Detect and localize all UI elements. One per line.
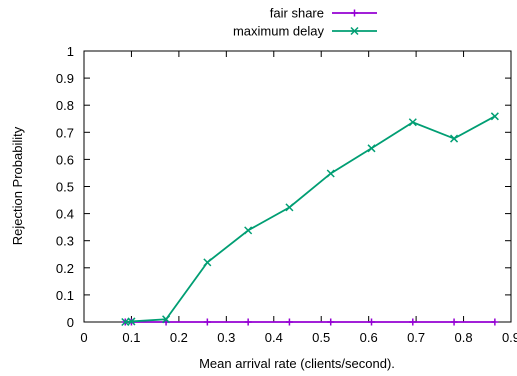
legend-label: fair share	[270, 6, 324, 21]
data-point	[491, 318, 499, 326]
x-tick-label: 0.3	[217, 330, 235, 345]
data-point	[368, 318, 376, 326]
data-point	[203, 318, 211, 326]
y-tick-label: 0.6	[56, 152, 74, 167]
data-point	[408, 118, 417, 127]
series-layer	[121, 112, 499, 327]
data-point	[127, 317, 136, 326]
x-tick-label: 0.5	[312, 330, 330, 345]
data-point	[409, 318, 417, 326]
x-tick-label: 0.2	[170, 330, 188, 345]
y-tick-label: 0.7	[56, 125, 74, 140]
x-axis-label: Mean arrival rate (clients/second).	[199, 356, 395, 371]
data-point	[327, 318, 335, 326]
legend: fair share maximum delay	[233, 6, 377, 39]
x-tick-label: 0.8	[455, 330, 473, 345]
y-tick-label: 0.4	[56, 207, 74, 222]
data-point	[203, 258, 212, 267]
legend-marker	[350, 26, 359, 36]
y-tick-label: 1	[67, 44, 74, 59]
y-tick-label: 0.5	[56, 180, 74, 195]
legend-marker	[351, 9, 358, 17]
data-point	[490, 112, 499, 121]
data-point	[244, 226, 253, 235]
x-tick-label: 0.7	[407, 330, 425, 345]
x-tick-label: 0	[80, 330, 87, 345]
axes: 0 0.1 0.2 0.3 0.4 0.5 0.6 0.7 0.8 0.9 1 0 0.1 0.2 0.3 0…	[56, 44, 517, 345]
data-point	[244, 318, 252, 326]
data-point	[450, 318, 458, 326]
x-tick-label: 0.1	[122, 330, 140, 345]
y-tick-label: 0.2	[56, 261, 74, 276]
data-point	[162, 315, 171, 324]
x-tick-label: 0.6	[360, 330, 378, 345]
data-point	[285, 318, 293, 326]
data-point	[326, 169, 335, 178]
x-tick-label: 0.9	[502, 330, 517, 345]
data-point	[367, 144, 376, 153]
y-tick-label: 0.9	[56, 71, 74, 86]
x-tick-label: 0.4	[265, 330, 283, 345]
data-point	[450, 134, 459, 143]
series-maximum-delay	[121, 112, 499, 327]
data-point	[285, 203, 294, 212]
y-tick-label: 0.3	[56, 234, 74, 249]
y-axis-label: Rejection Probability	[10, 126, 25, 245]
y-tick-label: 0.1	[56, 288, 74, 303]
y-tick-label: 0.8	[56, 98, 74, 113]
legend-label: maximum delay	[233, 24, 325, 39]
y-tick-label: 0	[67, 315, 74, 330]
